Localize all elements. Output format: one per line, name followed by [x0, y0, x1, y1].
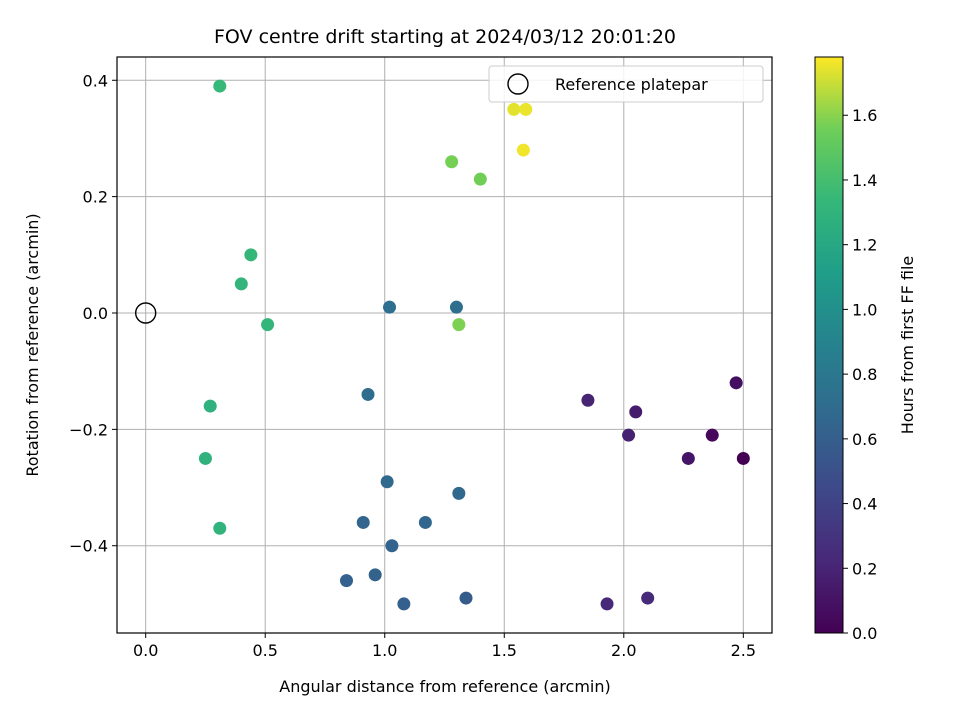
- colorbar-tick-label: 0.0: [852, 624, 877, 643]
- data-points: [198, 79, 750, 611]
- colorbar-tick-label: 0.4: [852, 495, 877, 514]
- colorbar-tick-label: 1.6: [852, 106, 877, 125]
- data-point: [629, 405, 643, 419]
- x-tick-label: 0.0: [133, 641, 158, 660]
- legend: Reference platepar: [488, 65, 764, 103]
- data-point: [385, 539, 399, 553]
- data-point: [507, 102, 521, 116]
- x-tick-label: 2.5: [731, 641, 756, 660]
- data-point: [452, 318, 466, 332]
- colorbar-tick-label: 1.2: [852, 236, 877, 255]
- colorbar-tick-label: 0.2: [852, 559, 877, 578]
- data-point: [473, 172, 487, 186]
- data-point: [339, 574, 353, 588]
- data-point: [383, 300, 397, 314]
- data-point: [622, 428, 636, 442]
- x-tick-label: 1.0: [372, 641, 397, 660]
- data-point: [368, 568, 382, 582]
- data-point: [452, 486, 466, 500]
- legend-box: [488, 65, 764, 103]
- x-tick-label: 1.5: [492, 641, 517, 660]
- data-point: [519, 102, 533, 116]
- y-axis-ticks: −0.4 −0.2 0.0 0.2 0.4: [69, 71, 117, 556]
- data-point: [203, 399, 217, 413]
- data-point: [581, 393, 595, 407]
- y-tick-label: −0.2: [69, 420, 108, 439]
- legend-reference-marker: [507, 73, 529, 95]
- y-tick-label: −0.4: [69, 537, 108, 556]
- colorbar-label: Hours from first FF file: [898, 256, 917, 435]
- y-tick-label: 0.0: [83, 304, 108, 323]
- data-point: [729, 376, 743, 390]
- colorbar-tick-label: 0.6: [852, 430, 877, 449]
- data-point: [234, 277, 248, 291]
- y-tick-label: 0.2: [83, 188, 108, 207]
- data-point: [681, 451, 695, 465]
- reference-platepar-marker: [134, 302, 157, 324]
- data-point: [445, 155, 459, 169]
- colorbar-tick-label: 1.4: [852, 171, 877, 190]
- x-axis-label: Angular distance from reference (arcmin): [279, 677, 610, 696]
- x-axis-ticks: 0.0 0.5 1.0 1.5 2.0 2.5: [133, 633, 756, 660]
- chart-title: FOV centre drift starting at 2024/03/12 …: [214, 26, 676, 48]
- colorbar-ticks: 0.0 0.2 0.4 0.6 0.8 1.0 1.2 1.4 1.6: [843, 106, 877, 643]
- data-point: [516, 143, 530, 157]
- data-point: [705, 428, 719, 442]
- x-tick-label: 2.0: [611, 641, 636, 660]
- legend-entry-label: Reference platepar: [555, 75, 708, 94]
- data-point: [397, 597, 411, 611]
- data-point: [213, 79, 227, 93]
- data-point: [261, 318, 275, 332]
- data-point: [356, 515, 370, 529]
- data-point: [418, 515, 432, 529]
- data-point: [361, 387, 375, 401]
- data-point: [198, 451, 212, 465]
- data-point: [641, 591, 655, 605]
- data-point: [213, 521, 227, 535]
- data-point: [736, 451, 750, 465]
- grid-lines: [117, 57, 772, 633]
- colorbar-tick-label: 0.8: [852, 365, 877, 384]
- y-tick-label: 0.4: [83, 71, 108, 90]
- data-point: [459, 591, 473, 605]
- plot-frame: [116, 56, 773, 634]
- colorbar: [814, 56, 844, 634]
- y-axis-label: Rotation from reference (arcmin): [23, 213, 42, 476]
- data-point: [600, 597, 614, 611]
- data-point: [244, 248, 258, 262]
- colorbar-tick-label: 1.0: [852, 300, 877, 319]
- data-point: [380, 475, 394, 489]
- x-tick-label: 0.5: [252, 641, 277, 660]
- data-point: [449, 300, 463, 314]
- reference-marker-group: [134, 302, 157, 324]
